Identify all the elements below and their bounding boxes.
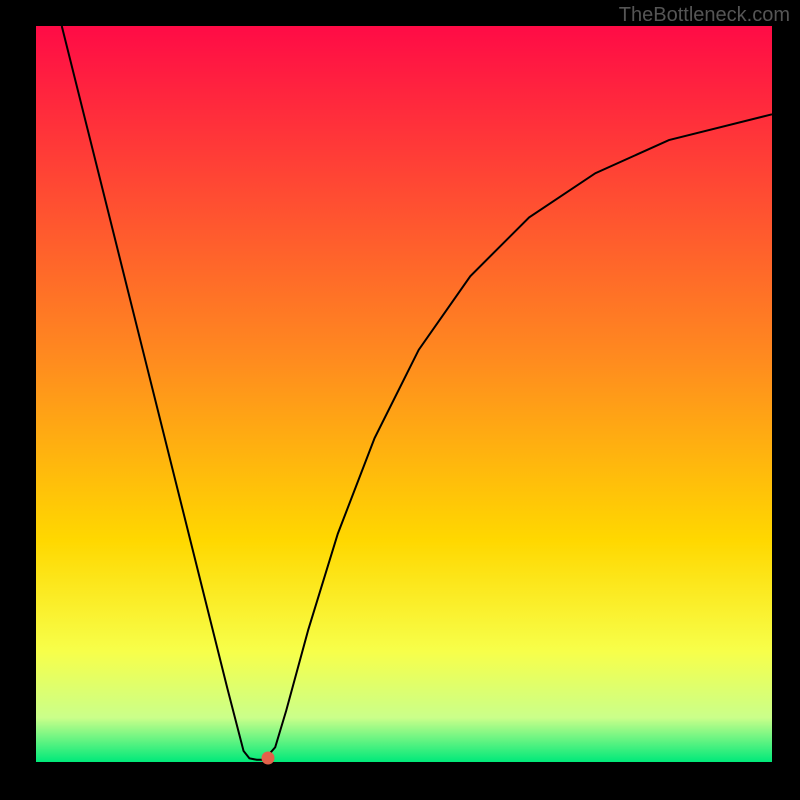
minimum-marker bbox=[261, 751, 274, 764]
curve-left-branch bbox=[62, 26, 264, 760]
curve-right-branch bbox=[264, 114, 772, 759]
chart-plot-area bbox=[36, 26, 772, 762]
bottleneck-curve bbox=[36, 26, 772, 762]
watermark-text: TheBottleneck.com bbox=[619, 4, 790, 27]
